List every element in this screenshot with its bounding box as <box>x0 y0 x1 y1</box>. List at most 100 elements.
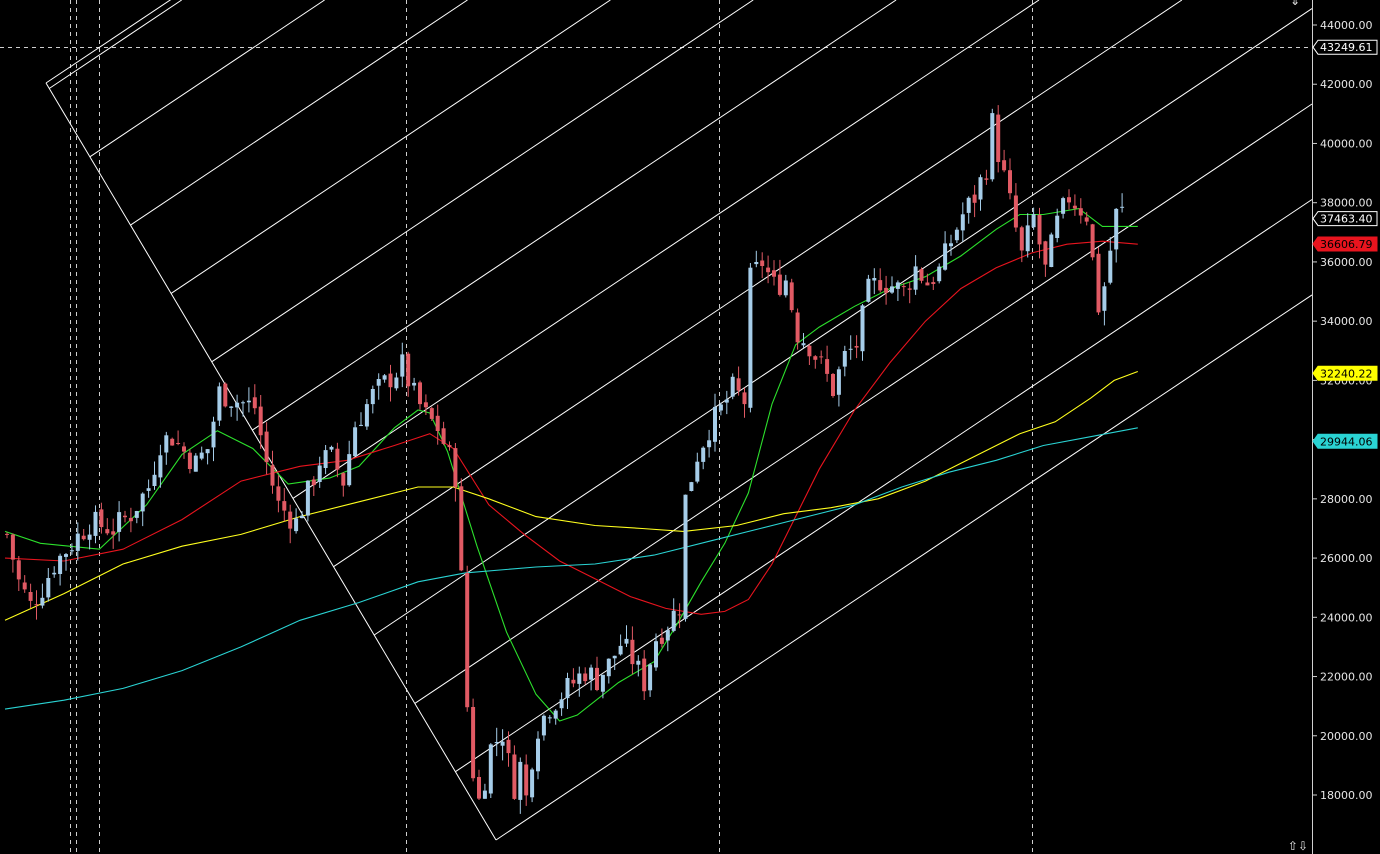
candle[interactable] <box>81 529 86 541</box>
candle[interactable] <box>996 105 1001 173</box>
candle[interactable] <box>117 501 122 542</box>
candle[interactable] <box>606 658 611 684</box>
candle[interactable] <box>754 250 759 268</box>
candle[interactable] <box>246 387 251 413</box>
candle[interactable] <box>795 308 800 350</box>
candle[interactable] <box>836 366 841 407</box>
candle[interactable] <box>288 504 293 544</box>
candle[interactable] <box>766 255 771 284</box>
candle[interactable] <box>158 444 163 488</box>
candle[interactable] <box>742 387 747 418</box>
candle[interactable] <box>760 252 765 279</box>
candle[interactable] <box>801 333 806 348</box>
candle[interactable] <box>518 757 523 814</box>
candle[interactable] <box>724 390 729 415</box>
candle[interactable] <box>648 663 653 697</box>
candle[interactable] <box>1102 282 1107 326</box>
candle[interactable] <box>347 440 352 487</box>
candle[interactable] <box>665 626 670 652</box>
candle[interactable] <box>854 335 859 359</box>
candle[interactable] <box>282 488 287 522</box>
candle[interactable] <box>789 278 794 313</box>
candle[interactable] <box>772 260 776 286</box>
candle[interactable] <box>99 502 104 534</box>
candle[interactable] <box>353 421 358 457</box>
candle[interactable] <box>636 655 641 677</box>
candle[interactable] <box>176 430 181 446</box>
candle[interactable] <box>842 345 847 377</box>
candle[interactable] <box>305 480 310 522</box>
candle[interactable] <box>890 276 894 294</box>
candle[interactable] <box>654 633 658 671</box>
candle[interactable] <box>960 202 965 242</box>
price-axis[interactable]: 18000.00 20000.00 22000.00 24000.00 26000.00… <box>1312 0 1373 854</box>
candle[interactable] <box>93 505 98 544</box>
candle[interactable] <box>990 108 995 182</box>
candle[interactable] <box>205 449 210 465</box>
candle[interactable] <box>1008 158 1012 200</box>
candle[interactable] <box>506 731 511 767</box>
candle[interactable] <box>229 406 234 417</box>
candle[interactable] <box>1090 223 1095 261</box>
candle[interactable] <box>164 431 169 465</box>
candle[interactable] <box>1061 196 1066 219</box>
candle[interactable] <box>1043 240 1048 277</box>
candle[interactable] <box>258 395 263 449</box>
candle[interactable] <box>848 335 853 360</box>
candle[interactable] <box>223 382 228 408</box>
candle[interactable] <box>913 255 918 295</box>
candle[interactable] <box>105 518 110 536</box>
candle[interactable] <box>553 709 558 725</box>
candle[interactable] <box>335 442 340 478</box>
candle[interactable] <box>547 715 552 724</box>
candle[interactable] <box>459 478 464 572</box>
candle[interactable] <box>541 714 546 741</box>
candle[interactable] <box>937 263 942 284</box>
candle[interactable] <box>919 267 924 284</box>
candle[interactable] <box>512 745 517 800</box>
candle[interactable] <box>429 406 434 421</box>
candle[interactable] <box>500 729 505 761</box>
candle[interactable] <box>813 355 818 369</box>
candle[interactable] <box>482 783 487 799</box>
candle[interactable] <box>524 754 529 806</box>
candle[interactable] <box>22 575 27 593</box>
candle[interactable] <box>388 364 393 402</box>
candle[interactable] <box>624 625 629 647</box>
candles[interactable] <box>5 105 1125 814</box>
candle[interactable] <box>406 351 411 397</box>
candle[interactable] <box>866 274 871 303</box>
candle[interactable] <box>689 481 694 492</box>
candle[interactable] <box>264 422 269 475</box>
candle[interactable] <box>69 543 74 555</box>
candle[interactable] <box>966 196 971 224</box>
candle[interactable] <box>901 283 906 297</box>
candle[interactable] <box>323 445 328 475</box>
candle[interactable] <box>707 429 712 458</box>
candle[interactable] <box>64 553 68 571</box>
candle[interactable] <box>1037 207 1042 259</box>
candle[interactable] <box>884 275 889 305</box>
candle[interactable] <box>677 603 682 629</box>
candle[interactable] <box>28 583 33 609</box>
candle[interactable] <box>52 566 57 578</box>
candle[interactable] <box>87 524 92 550</box>
candle[interactable] <box>146 479 151 498</box>
candle[interactable] <box>783 274 788 298</box>
candle[interactable] <box>75 522 80 561</box>
candle[interactable] <box>40 583 45 609</box>
candle[interactable] <box>718 402 723 416</box>
candle[interactable] <box>294 508 299 534</box>
candle[interactable] <box>382 374 387 383</box>
candle[interactable] <box>182 442 186 459</box>
candle[interactable] <box>447 441 452 451</box>
candle[interactable] <box>860 304 865 361</box>
candle[interactable] <box>465 565 470 712</box>
candle[interactable] <box>559 692 564 716</box>
candle[interactable] <box>494 727 499 757</box>
candle[interactable] <box>128 507 133 533</box>
candle[interactable] <box>807 344 812 365</box>
candle[interactable] <box>777 259 782 297</box>
candle[interactable] <box>311 476 316 496</box>
